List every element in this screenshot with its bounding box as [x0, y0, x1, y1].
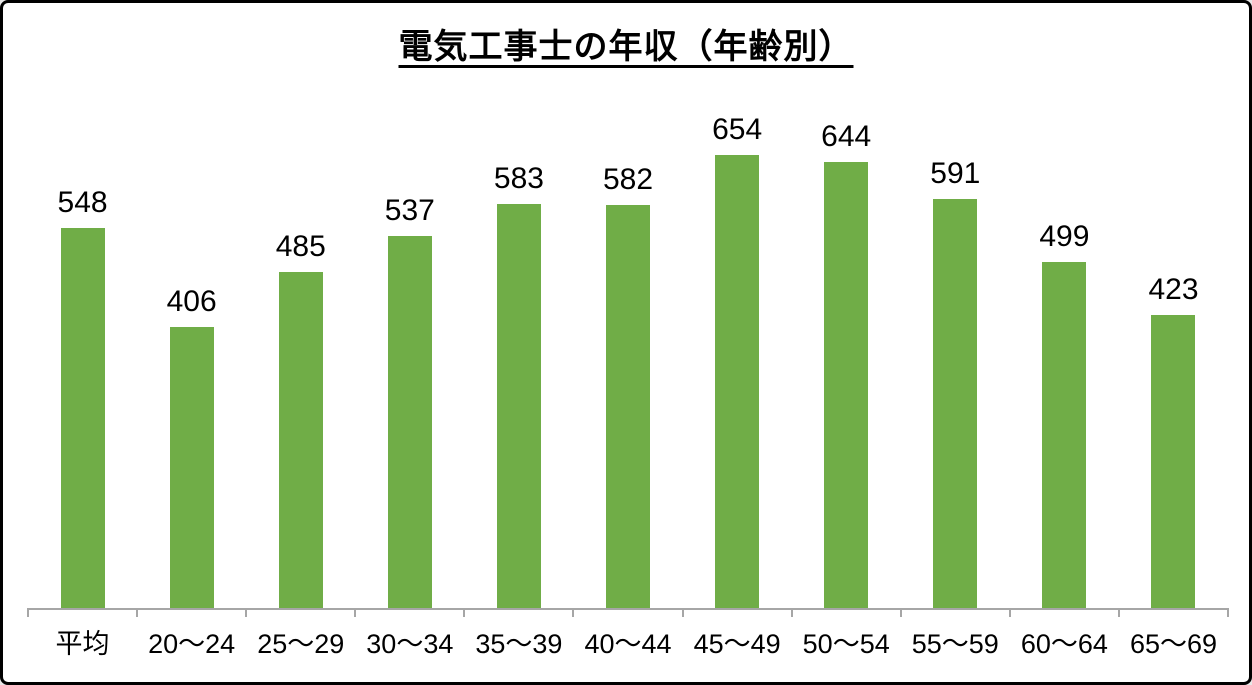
bar: [60, 228, 105, 608]
x-axis-label: 25〜29: [257, 629, 345, 659]
x-axis-label: 40〜44: [584, 629, 672, 659]
chart-title: 電気工事士の年収（年齢別）: [398, 28, 854, 66]
x-axis-label: 20〜24: [148, 629, 236, 659]
x-axis-label: 30〜34: [366, 629, 454, 659]
x-axis-label: 35〜39: [475, 629, 563, 659]
chart-column: 406: [137, 98, 246, 608]
chart-column: 499: [1010, 98, 1119, 608]
bar: [496, 204, 541, 608]
bar-value-label: 644: [821, 119, 872, 153]
bar-value-label: 499: [1039, 220, 1090, 254]
bar: [824, 161, 869, 608]
bar: [1151, 315, 1196, 608]
bar-value-label: 406: [166, 284, 217, 318]
bar: [715, 155, 760, 608]
axis-tick: [1227, 608, 1229, 617]
bar-value-label: 583: [493, 162, 544, 196]
bar-value-label: 537: [384, 194, 435, 228]
bar-value-label: 423: [1148, 273, 1199, 307]
x-axis-label: 60〜64: [1020, 629, 1108, 659]
axis-tick: [1117, 608, 1120, 617]
axis-tick: [899, 608, 902, 617]
bar-value-label: 654: [712, 113, 763, 146]
bar: [169, 326, 214, 608]
chart-column: 548: [28, 98, 137, 608]
chart-column: 644: [792, 98, 901, 608]
x-axis-label: 45〜49: [693, 629, 781, 659]
x-axis-label: 55〜59: [911, 629, 999, 659]
chart-column: 485: [246, 98, 355, 608]
plot-area: 548 406 485 537 583 582 654 644 591 499 423: [27, 98, 1229, 617]
axis-tick: [681, 608, 684, 617]
axis-tick: [572, 608, 575, 617]
x-axis-label: 65〜69: [1129, 629, 1218, 659]
chart-column: 654: [683, 98, 792, 608]
chart-column: 582: [573, 98, 682, 608]
axis-tick: [27, 608, 29, 617]
axis-tick: [354, 608, 357, 617]
bar: [1042, 262, 1087, 608]
chart-column: 537: [355, 98, 464, 608]
bar: [933, 198, 978, 608]
axis-tick: [136, 608, 139, 617]
bar-value-label: 591: [930, 156, 981, 190]
chart-column: 591: [901, 98, 1010, 608]
bar-value-label: 582: [602, 162, 654, 196]
bar-value-label: 485: [275, 230, 326, 264]
x-axis-label: 平均: [55, 629, 110, 659]
x-axis-labels: 平均 20〜24 25〜29 30〜34 35〜39 40〜44 45〜49 50〜54 55〜…: [28, 627, 1228, 662]
x-axis-label: 50〜54: [802, 629, 890, 659]
bar: [278, 272, 323, 608]
axis-tick: [790, 608, 793, 617]
bar-value-label: 548: [57, 186, 108, 220]
chart-column: 583: [464, 98, 573, 608]
axis-tick: [463, 608, 466, 617]
chart-column: 423: [1119, 98, 1228, 608]
bar: [387, 236, 432, 608]
axis-tick: [1008, 608, 1011, 617]
bar: [606, 204, 651, 608]
axis-tick: [245, 608, 248, 617]
